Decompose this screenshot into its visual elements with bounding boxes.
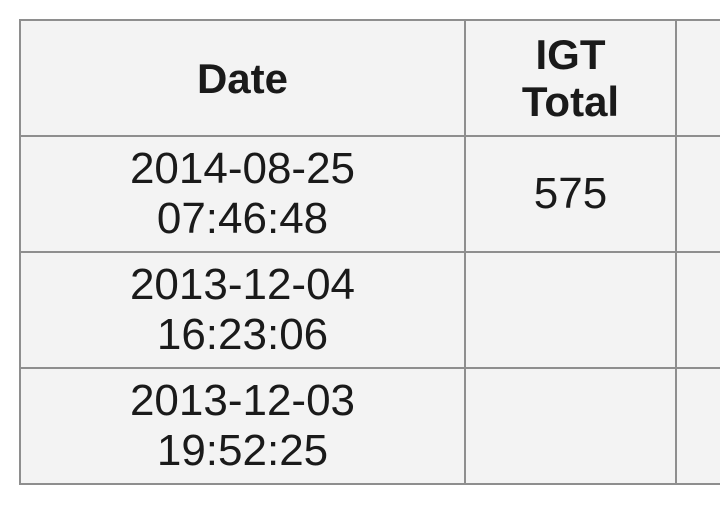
column-header-igt-total-line1: IGT — [535, 31, 606, 78]
column-header-date[interactable]: Date — [19, 19, 466, 137]
date-cell-day: 2014-08-25 — [129, 144, 356, 193]
date-cell: 2014-08-25 07:46:48 — [19, 135, 466, 253]
table-row: 2013-12-03 19:52:25 — [19, 367, 720, 485]
column-header-igt-total-line2: Total — [521, 78, 620, 125]
date-cell-day: 2013-12-03 — [129, 376, 356, 425]
date-cell-time: 19:52:25 — [156, 426, 329, 475]
table-row: 2013-12-04 16:23:06 — [19, 251, 720, 369]
data-table: Date IGT Total 2014-08-25 07:46:48 575 — [19, 19, 720, 485]
date-cell-time: 07:46:48 — [156, 194, 329, 243]
column-header-date-label: Date — [196, 54, 289, 102]
date-cell-time: 16:23:06 — [156, 310, 329, 359]
column-header-truncated[interactable] — [675, 19, 720, 137]
igt-total-cell — [464, 251, 677, 369]
column-header-igt-total[interactable]: IGT Total — [464, 19, 677, 137]
data-table-viewport: Date IGT Total 2014-08-25 07:46:48 575 — [19, 19, 720, 485]
table-row: 2014-08-25 07:46:48 575 — [19, 135, 720, 253]
igt-total-cell — [464, 367, 677, 485]
date-cell-day: 2013-12-04 — [129, 260, 356, 309]
truncated-cell — [675, 135, 720, 253]
date-cell: 2013-12-03 19:52:25 — [19, 367, 466, 485]
truncated-cell — [675, 251, 720, 369]
truncated-cell — [675, 367, 720, 485]
table-header-row: Date IGT Total — [19, 19, 720, 137]
igt-total-cell: 575 — [464, 135, 677, 253]
date-cell: 2013-12-04 16:23:06 — [19, 251, 466, 369]
